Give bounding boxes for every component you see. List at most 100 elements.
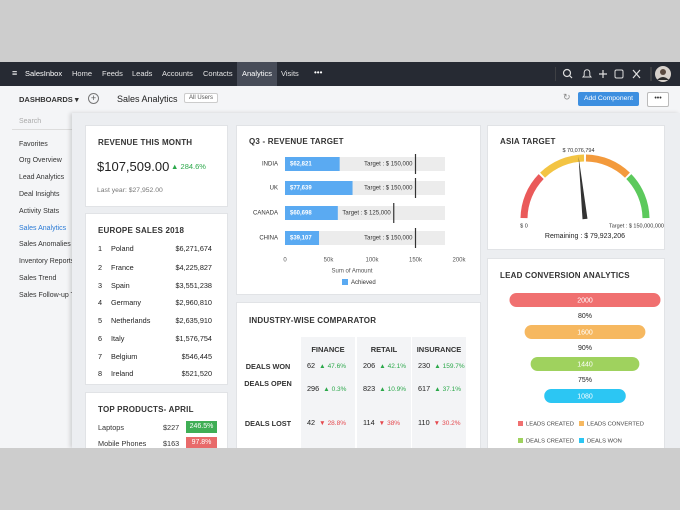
category-label: CANADA bbox=[253, 211, 278, 217]
card-title: Q3 - REVENUE TARGET bbox=[249, 137, 344, 146]
sidebar-item[interactable]: Sales Follow-up T bbox=[19, 292, 75, 299]
add-dashboard[interactable]: + bbox=[88, 93, 99, 104]
trend-arrow: ▲ bbox=[434, 363, 441, 370]
sidebar-item[interactable]: Sales Trend bbox=[19, 275, 57, 282]
cell-value: 62 bbox=[307, 361, 316, 370]
target-label: Target : $ 150,000 bbox=[364, 162, 413, 168]
cell-value: 617 bbox=[418, 384, 431, 393]
sidebar-item[interactable]: Sales Anomalies bbox=[19, 241, 71, 248]
trend-arrow: ▼ bbox=[378, 420, 386, 427]
sales: $2,960,810 bbox=[175, 298, 212, 307]
search-icon[interactable] bbox=[562, 68, 572, 78]
country: Belgium bbox=[111, 352, 138, 361]
category-label: INDIA bbox=[262, 162, 278, 168]
nav-item[interactable]: Leads bbox=[132, 69, 153, 78]
cell-change: ▲ 159.7% bbox=[434, 363, 464, 370]
sidebar-item[interactable]: Favorites bbox=[19, 141, 48, 148]
cell-value: 42 bbox=[307, 418, 316, 427]
sidebar-item[interactable]: Activity Stats bbox=[19, 208, 60, 215]
card-title: ASIA TARGET bbox=[500, 137, 556, 146]
bar-value-label: $77,639 bbox=[290, 186, 312, 192]
column-header: INSURANCE bbox=[416, 345, 462, 354]
nav-item[interactable]: Accounts bbox=[162, 69, 193, 78]
trend-arrow: ▼ bbox=[433, 420, 441, 427]
country: Spain bbox=[111, 281, 130, 290]
cell-change: ▼ 30.2% bbox=[434, 420, 461, 427]
gauge-value-label: $ 70,076,794 bbox=[562, 148, 594, 154]
country: France bbox=[111, 263, 134, 272]
nav-item[interactable]: Home bbox=[72, 69, 93, 78]
menu-icon[interactable]: ≡ bbox=[12, 68, 18, 78]
change-text: 0.3% bbox=[331, 386, 347, 393]
change-text: 38% bbox=[387, 420, 401, 427]
refresh-icon[interactable]: ↻ bbox=[563, 92, 571, 102]
sidebar-item[interactable]: Inventory Reports bbox=[19, 258, 75, 265]
change-text: 28.8% bbox=[327, 420, 346, 427]
funnel-value-label: 1600 bbox=[577, 329, 593, 336]
cell-change: ▲ 42.1% bbox=[379, 363, 406, 370]
cell: 617 ▲ 37.1% bbox=[418, 384, 461, 393]
last-year: Last year: $27,952.00 bbox=[97, 187, 163, 194]
sidebar-item[interactable]: Deal Insights bbox=[19, 191, 60, 198]
bell-icon[interactable] bbox=[581, 69, 593, 78]
sales: $6,271,674 bbox=[175, 244, 212, 253]
cell: 110 ▼ 30.2% bbox=[418, 418, 461, 427]
brand[interactable]: SalesInbox bbox=[25, 69, 63, 78]
search-box[interactable]: Search bbox=[19, 118, 42, 125]
gauge-segment bbox=[540, 154, 585, 178]
legend-label: DEALS WON bbox=[587, 439, 622, 445]
trend-arrow: ▲ bbox=[319, 363, 326, 370]
column-header: FINANCE bbox=[311, 345, 345, 354]
add-icon[interactable] bbox=[599, 70, 607, 78]
row-label: DEALS OPEN bbox=[244, 379, 292, 388]
country: Germany bbox=[111, 298, 142, 307]
change-text: 159.7% bbox=[442, 363, 465, 370]
cell-change: ▼ 38% bbox=[379, 420, 400, 427]
funnel-bar bbox=[524, 325, 646, 339]
rank: 2 bbox=[98, 263, 103, 272]
nav-item[interactable]: Contacts bbox=[203, 69, 233, 78]
scope-filter[interactable]: All Users bbox=[184, 93, 219, 103]
dashboard-title: Sales Analytics bbox=[117, 94, 178, 104]
nav-item[interactable]: Feeds bbox=[102, 69, 123, 78]
dashboards-menu[interactable]: DASHBOARDS ▾ bbox=[19, 95, 79, 104]
add-component-button[interactable]: Add Component bbox=[578, 92, 639, 106]
nav-more[interactable]: ••• bbox=[314, 68, 323, 77]
more-button[interactable]: ••• bbox=[647, 92, 669, 107]
x-tick-label: 200k bbox=[452, 258, 466, 264]
cell: 823 ▲ 10.9% bbox=[363, 384, 406, 393]
bar bbox=[285, 157, 340, 171]
cell: 296 ▲ 0.3% bbox=[307, 384, 346, 393]
cell: 206 ▲ 42.1% bbox=[363, 361, 406, 370]
search-underline bbox=[12, 129, 72, 130]
x-tick-label: 50k bbox=[324, 258, 335, 264]
nav-item[interactable]: Visits bbox=[281, 69, 299, 78]
bar bbox=[285, 231, 320, 245]
x-tick-label: 0 bbox=[283, 258, 287, 264]
product-change: 246.5% bbox=[186, 421, 217, 433]
chat-icon[interactable] bbox=[614, 69, 624, 79]
change-text: 30.2% bbox=[442, 420, 461, 427]
conversion-rate: 75% bbox=[578, 377, 592, 384]
gauge-remaining-label: Remaining : $ 79,923,206 bbox=[545, 233, 625, 240]
sidebar-item[interactable]: Lead Analytics bbox=[19, 174, 65, 181]
category-label: CHINA bbox=[259, 236, 278, 242]
legend-label: DEALS CREATED bbox=[526, 439, 574, 445]
cell-value: 114 bbox=[363, 418, 375, 427]
nav-active-bg bbox=[237, 62, 277, 86]
cell-change: ▲ 47.6% bbox=[319, 363, 346, 370]
q3-chart: INDIA $62,821 Target : $ 150,000 UK $77,639 T… bbox=[253, 154, 467, 286]
avatar-body bbox=[657, 77, 669, 80]
nav-item[interactable]: Analytics bbox=[242, 69, 273, 78]
sales: $521,520 bbox=[181, 369, 212, 378]
column-header: RETAIL bbox=[370, 345, 398, 354]
sidebar-item[interactable]: Sales Analytics bbox=[19, 225, 67, 232]
sales: $546,445 bbox=[181, 352, 212, 361]
tools-icon[interactable] bbox=[632, 69, 641, 79]
product-price: $163 bbox=[163, 439, 180, 448]
rank: 1 bbox=[98, 244, 103, 253]
app-window: ≡ SalesInbox ••• Home Feeds Leads Accounts C… bbox=[0, 62, 680, 448]
x-tick-label: 100k bbox=[365, 258, 379, 264]
sidebar-item[interactable]: Org Overview bbox=[19, 157, 62, 164]
x-axis-label: Sum of Amount bbox=[331, 269, 372, 275]
